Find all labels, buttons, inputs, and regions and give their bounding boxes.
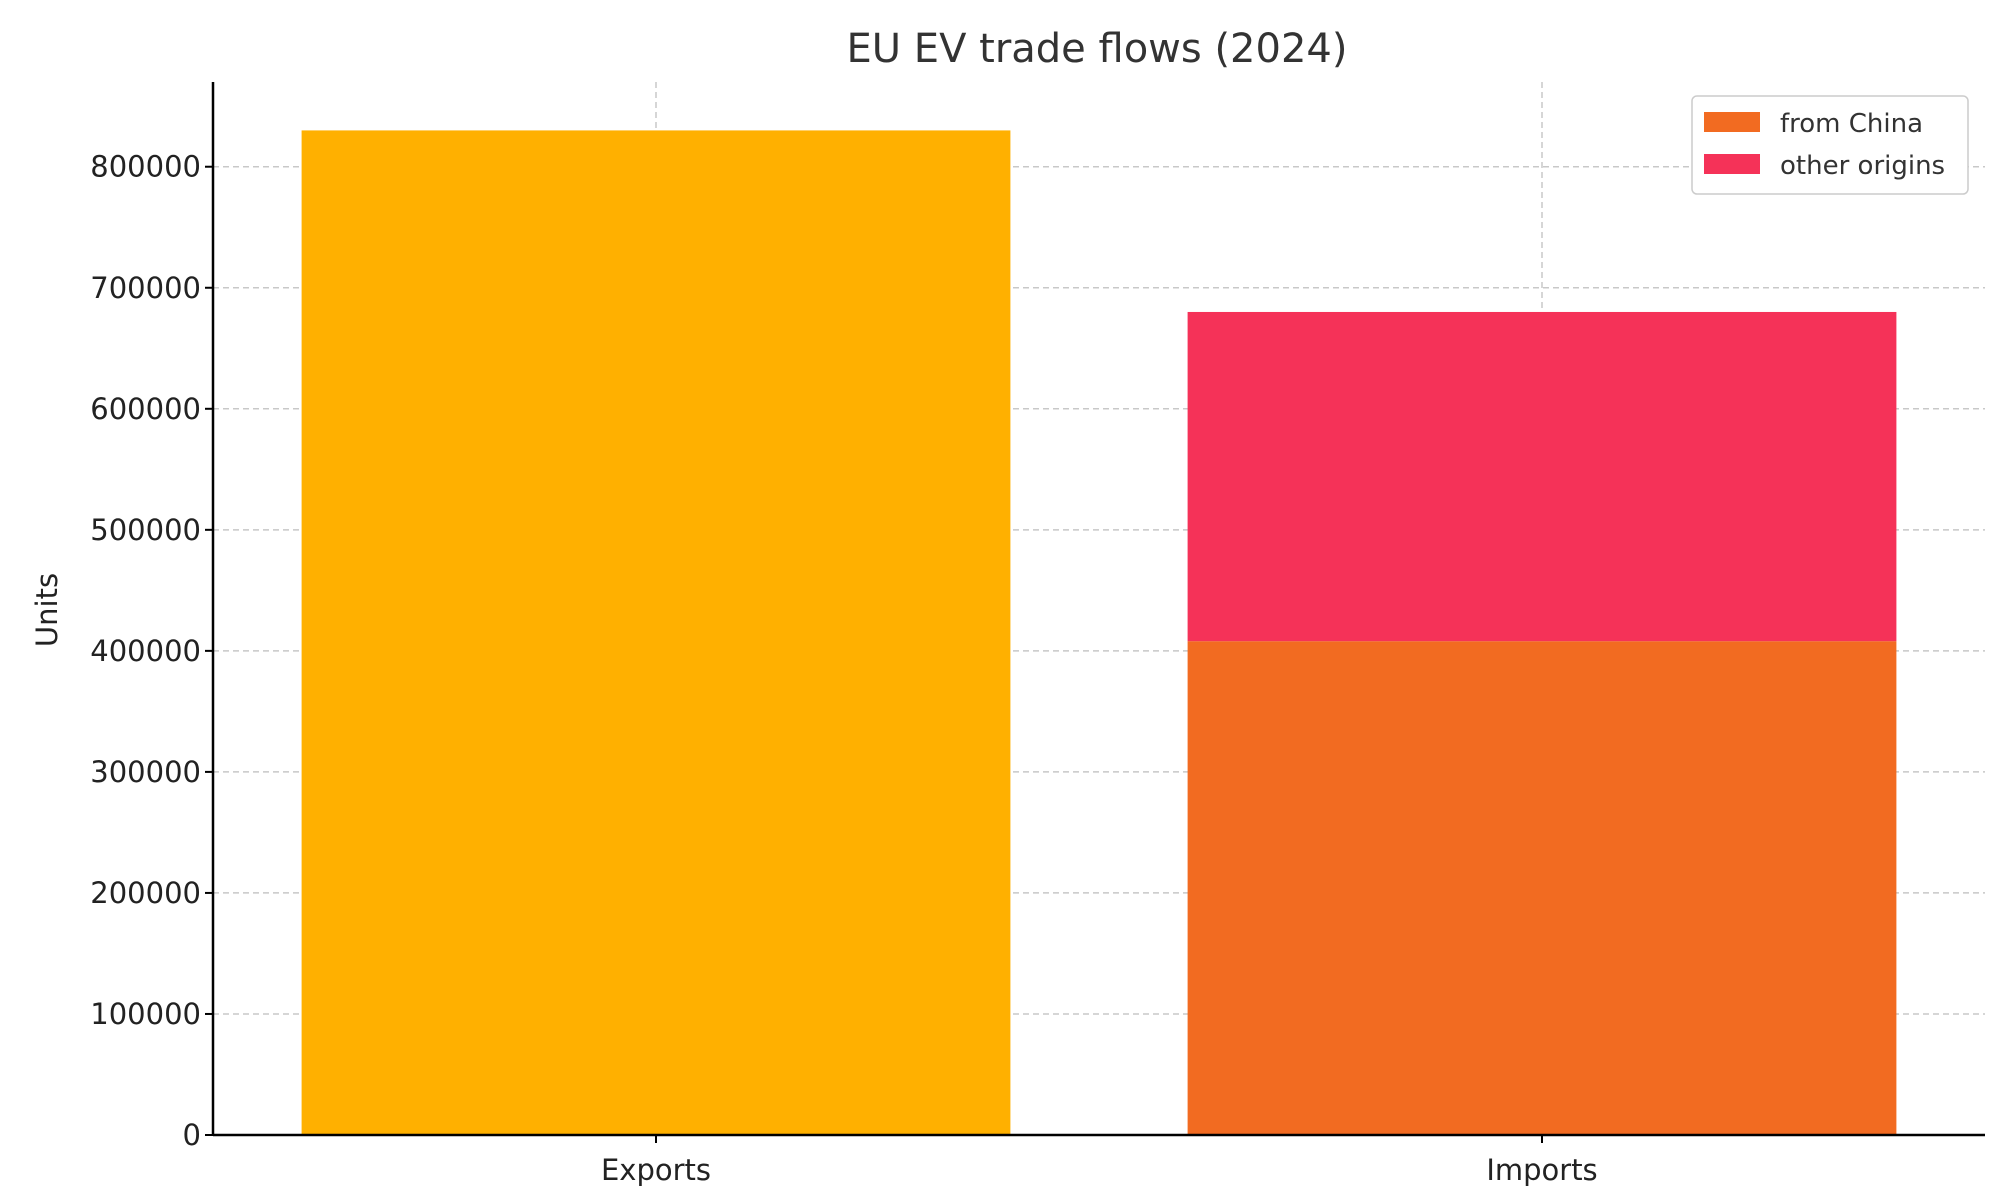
- legend: from China other origins: [1691, 95, 1969, 195]
- y-tick-label: 800000: [90, 150, 201, 184]
- y-tick-label: 500000: [90, 513, 201, 547]
- legend-label: other origins: [1780, 151, 1945, 181]
- legend-box: [1691, 95, 1969, 195]
- bar-imports-other-origins: [1187, 311, 1897, 642]
- chart-title: EU EV trade flows (2024): [847, 26, 1348, 72]
- y-tick-label: 100000: [90, 997, 201, 1031]
- y-tick-label: 300000: [90, 755, 201, 789]
- y-tick-label: 700000: [90, 271, 201, 305]
- y-axis-label: Units: [30, 573, 64, 647]
- legend-swatch: [1704, 154, 1760, 174]
- legend-swatch: [1704, 112, 1760, 132]
- bar-imports-from-china: [1187, 641, 1897, 1135]
- x-tick-label: Exports: [601, 1153, 711, 1187]
- bar-layer: [301, 130, 1897, 1135]
- y-tick-label: 200000: [90, 876, 201, 910]
- x-tick-label: Imports: [1486, 1153, 1597, 1187]
- y-tick-label: 600000: [90, 392, 201, 426]
- y-tick-label: 0: [183, 1118, 201, 1152]
- bar-exports: [301, 130, 1011, 1135]
- axis-layer: 0 100000 200000 300000 400000 500000 600000 700…: [90, 82, 1985, 1187]
- y-tick-label: 400000: [90, 634, 201, 668]
- legend-label: from China: [1780, 109, 1923, 139]
